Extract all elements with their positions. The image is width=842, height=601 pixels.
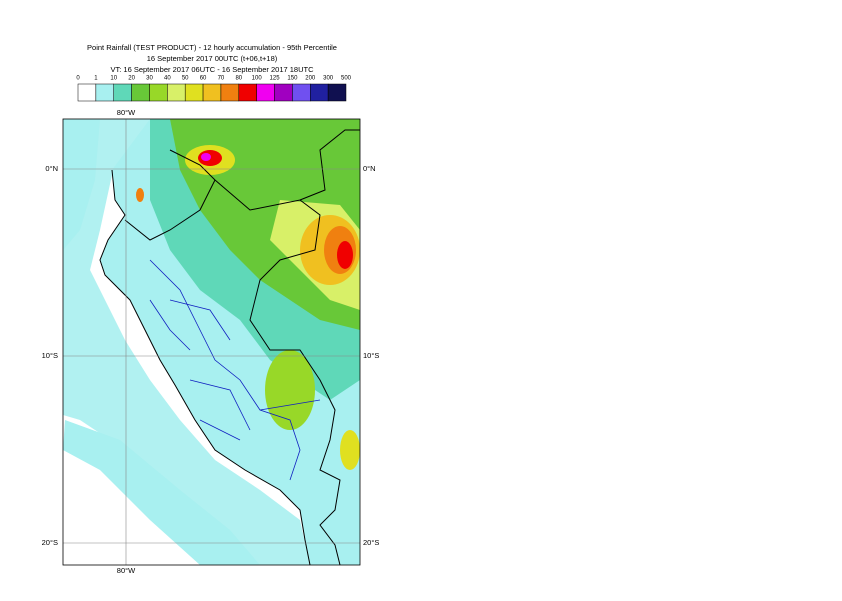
colorbar-swatch (113, 83, 132, 102)
colorbar-swatch (184, 83, 204, 102)
subtitle: 16 September 2017 00UTC (t+06,t+18) (147, 54, 278, 63)
colorbar-label: 200 (305, 76, 316, 82)
colorbar-swatch (167, 83, 186, 102)
lat-label: 0°N (45, 164, 58, 173)
colorbar-swatch (220, 83, 240, 102)
colorbar-label: 0 (76, 76, 80, 82)
colorbar-label: 300 (323, 76, 334, 82)
colorbar-label: 30 (146, 76, 153, 82)
colorbar-label: 60 (200, 76, 207, 82)
lat-label: 10°S (42, 351, 58, 360)
valid-time: VT: 16 September 2017 06UTC - 16 Septemb… (110, 65, 314, 74)
lat-label: 20°S (42, 538, 58, 547)
colorbar-swatch (327, 83, 347, 102)
colorbar: 0 1 10 20 30 40 50 60 70 80 100 125 150 200 300 500 (76, 76, 352, 102)
colorbar-label: 1 (94, 76, 98, 82)
lat-label: 0°N (363, 164, 376, 173)
title: Point Rainfall (TEST PRODUCT) - 12 hourl… (87, 43, 337, 52)
colorbar-label: 20 (128, 76, 135, 82)
colorbar-swatch (131, 83, 150, 102)
colorbar-label: 10 (110, 76, 117, 82)
lat-label: 20°S (363, 538, 379, 547)
colorbar-swatch (238, 83, 257, 102)
colorbar-label: 500 (341, 76, 352, 82)
colorbar-label: 100 (252, 76, 263, 82)
colorbar-swatch (77, 83, 97, 102)
colorbar-label: 80 (235, 76, 242, 82)
colorbar-swatch (274, 83, 293, 102)
colorbar-swatch (310, 83, 329, 102)
colorbar-label: 50 (182, 76, 189, 82)
lon-label: 80°W (117, 108, 136, 117)
colorbar-swatch (95, 83, 114, 102)
colorbar-label: 40 (164, 76, 171, 82)
colorbar-label: 125 (270, 76, 281, 82)
lon-label: 80°W (117, 566, 136, 575)
colorbar-swatch (256, 83, 275, 102)
colorbar-swatch (202, 83, 222, 102)
colorbar-swatch (149, 83, 168, 102)
colorbar-label: 70 (218, 76, 225, 82)
colorbar-swatch (292, 83, 311, 102)
colorbar-label: 150 (287, 76, 298, 82)
lat-label: 10°S (363, 351, 379, 360)
map: 80°W 80°W 0°N 0°N 10°S 10°S 20°S 20°S (42, 108, 380, 575)
